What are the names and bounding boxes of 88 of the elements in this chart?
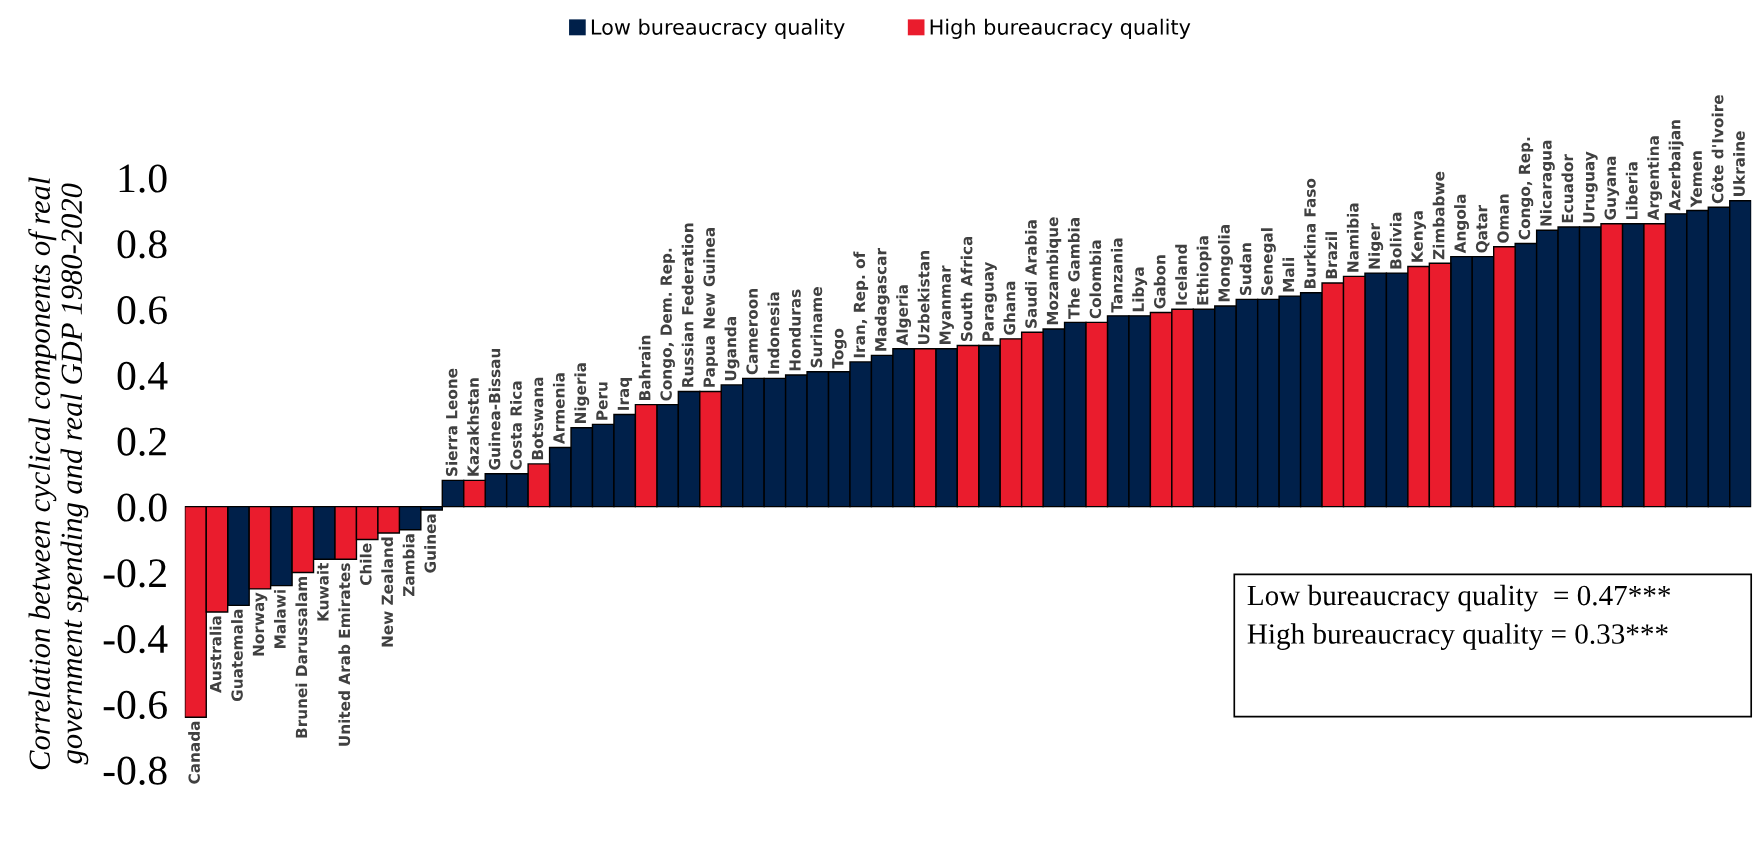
x-tick-label: Azerbaijan	[1668, 120, 1684, 211]
x-tick-label: Guinea	[424, 514, 436, 573]
x-tick-label: Iran, Rep. of	[853, 251, 869, 358]
x-tick-label: Honduras	[788, 289, 801, 371]
x-tick-label: Oman	[1497, 194, 1509, 243]
x-tick-label: Namibia	[1346, 203, 1359, 272]
y-tick-label: 0.4	[117, 361, 168, 391]
x-tick-label: Côte d'Ivoire	[1711, 95, 1724, 204]
x-tick-label: Niger	[1368, 222, 1384, 269]
x-tick-label: Congo, Dem. Rep.	[660, 248, 675, 401]
x-tick-label: Mozambique	[1046, 217, 1062, 325]
x-tick-label: Nicaragua	[1539, 140, 1555, 226]
y-tick-label: -0.4	[103, 625, 168, 654]
x-tick-label: Uganda	[724, 317, 740, 381]
x-tick-label: Suriname	[810, 287, 823, 368]
x-tick-label: Uruguay	[1583, 151, 1598, 223]
y-tick-label: 0.8	[117, 230, 167, 259]
y-tick-label: -0.6	[103, 690, 167, 720]
x-tick-label: Sudan	[1239, 243, 1252, 295]
y-tick-label: -0.8	[103, 756, 167, 785]
x-tick-label: Mongolia	[1218, 225, 1233, 302]
x-tick-label: Costa Rica	[510, 381, 522, 470]
x-tick-label: Cameroon	[746, 289, 758, 375]
x-tick-label: Kenya	[1411, 211, 1426, 262]
x-tick-label: Gabon	[1153, 255, 1166, 309]
x-tick-label: Yemen	[1690, 151, 1702, 208]
x-tick-label: United Arab Emirates	[338, 563, 351, 746]
x-tick-label: Iceland	[1175, 244, 1188, 305]
x-tick-label: Armenia	[552, 373, 565, 445]
x-tick-label: Liberia	[1625, 162, 1638, 220]
x-tick-label: Ecuador	[1561, 154, 1574, 223]
x-tick-label: Guatemala	[231, 609, 243, 702]
x-tick-label: Norway	[252, 592, 268, 656]
x-tick-label: Algeria	[896, 285, 912, 346]
y-tick-label: -0.2	[103, 559, 166, 588]
y-tick-label: 1.0	[119, 164, 167, 193]
x-tick-label: Qatar	[1475, 204, 1490, 253]
x-tick-label: Saudi Arabia	[1024, 220, 1037, 328]
x-tick-label: Congo, Rep.	[1518, 137, 1534, 240]
x-tick-label: Brunei Darussalam	[295, 576, 308, 738]
annotation: High bureaucracy quality = 0.33***	[1247, 623, 1668, 650]
annotation: Low bureaucracy quality = 0.47***	[1247, 584, 1671, 612]
x-tick-label: Peru	[596, 382, 608, 420]
x-tick-label: Australia	[209, 616, 222, 693]
x-tick-label: Uzbekistan	[917, 251, 930, 345]
x-tick-label: Bolivia	[1389, 212, 1402, 269]
x-tick-label: Indonesia	[767, 292, 780, 374]
x-tick-label: Tanzania	[1110, 238, 1123, 313]
y-tick-label: 0.2	[117, 427, 166, 456]
x-tick-label: Guyana	[1604, 156, 1620, 220]
legend-label: Low bureaucracy quality	[591, 18, 845, 39]
x-tick-label: Nigeria	[574, 363, 590, 424]
x-tick-label: Papua New Guinea	[703, 228, 718, 387]
x-tick-label: Iraq	[617, 378, 633, 410]
x-tick-label: New Zealand	[381, 537, 394, 647]
x-tick-label: Brazil	[1325, 232, 1338, 279]
x-tick-label: Libya	[1132, 267, 1148, 312]
x-tick-label: Mali	[1282, 258, 1295, 292]
x-tick-label: Malawi	[273, 590, 286, 648]
x-tick-label: Togo	[832, 328, 847, 369]
x-tick-label: Madagascar	[874, 248, 890, 351]
x-tick-label: Burkina Faso	[1303, 178, 1316, 289]
x-tick-label: Ukraine	[1733, 131, 1745, 196]
legend-label: High bureaucracy quality	[930, 18, 1191, 39]
x-tick-label: Ghana	[1003, 281, 1016, 335]
x-tick-label: Ethiopia	[1196, 236, 1212, 305]
x-tick-label: Bahrain	[638, 335, 651, 400]
x-tick-label: Argentina	[1647, 136, 1663, 221]
x-tick-label: Colombia	[1089, 240, 1102, 319]
x-tick-label: The Gambia	[1067, 218, 1080, 320]
x-tick-label: Sierra Leone	[445, 368, 458, 476]
x-tick-label: Angola	[1454, 194, 1469, 254]
y-axis-title: Correlation between cyclical components of real government spending and real GDP 1980-2020	[28, 177, 89, 770]
x-tick-label: Myanmar	[939, 265, 954, 345]
x-tick-label: Senegal	[1260, 228, 1276, 295]
x-tick-label: Zambia	[402, 534, 415, 597]
x-tick-label: Paraguay	[982, 261, 997, 341]
x-tick-label: Canada	[188, 721, 200, 784]
x-tick-label: Chile	[359, 543, 372, 586]
x-tick-label: South Africa	[960, 236, 973, 342]
x-tick-label: Botswana	[531, 377, 544, 460]
x-tick-label: Zimbabwe	[1432, 171, 1445, 260]
y-tick-label: 0.6	[117, 296, 167, 325]
y-tick-label: 0.0	[117, 493, 167, 522]
x-tick-label: Kuwait	[316, 562, 329, 621]
x-tick-label: Guinea-Bissau	[488, 348, 501, 470]
x-tick-label: Kazakhstan	[467, 378, 479, 476]
x-tick-label: Russian Federation	[681, 223, 694, 387]
